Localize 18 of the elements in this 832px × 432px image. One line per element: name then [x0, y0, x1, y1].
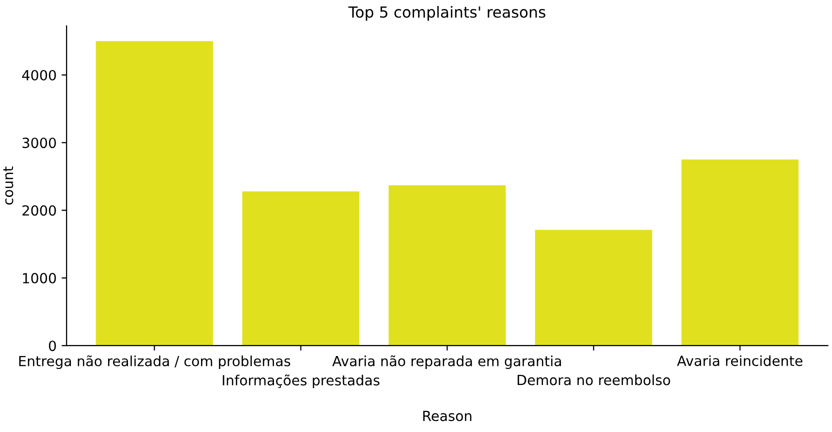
y-tick-label: 2000: [22, 205, 56, 216]
y-tick-label: 4000: [22, 70, 56, 80]
x-axis-title: Reason: [423, 410, 472, 422]
y-axis-title: count: [3, 166, 14, 205]
chart-title: Top 5 complaints' reasons: [348, 6, 546, 21]
bar: [681, 160, 799, 346]
y-tick-label: 3000: [22, 138, 56, 148]
x-tick-label: Entrega não realizada / com problemas: [19, 355, 290, 369]
bar: [96, 41, 213, 346]
x-tick-label: Informações prestadas: [222, 374, 380, 388]
y-tick-label: 1000: [23, 272, 56, 284]
bar: [388, 185, 506, 346]
x-tick-label: Avaria não reparada em garantia: [332, 355, 561, 369]
bar: [535, 230, 652, 346]
bar: [242, 191, 360, 346]
x-tick-label: Avaria reincidente: [677, 355, 802, 366]
x-tick-label: Demora no reembolso: [518, 374, 670, 386]
y-tick-label: 0: [48, 340, 56, 352]
